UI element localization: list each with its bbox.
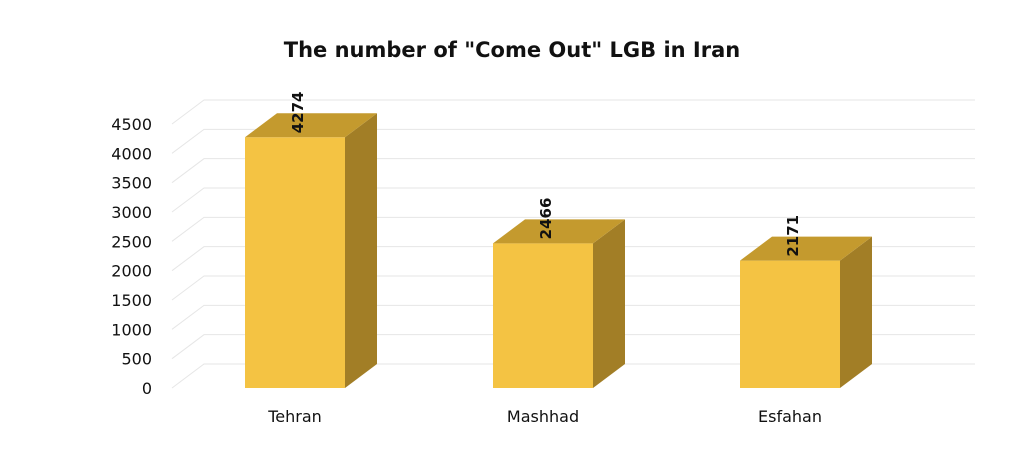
bar-side — [345, 113, 377, 388]
bar-front — [493, 243, 593, 388]
gridline — [171, 246, 975, 272]
gridline — [171, 128, 975, 154]
bar-front — [245, 137, 345, 388]
gridline — [171, 158, 975, 184]
data-labels: 4274 2466 2171 — [289, 92, 802, 257]
y-tick-label: 500 — [121, 350, 152, 369]
gridline — [171, 99, 975, 125]
bar-top — [493, 219, 625, 244]
gridline — [171, 363, 975, 389]
bar-top — [245, 113, 377, 138]
x-category-label: Mashhad — [507, 407, 579, 426]
gridlines — [171, 99, 975, 389]
gridline — [171, 304, 975, 330]
bar — [740, 236, 872, 388]
data-label: 2466 — [537, 198, 555, 240]
data-label: 4274 — [289, 92, 307, 134]
y-tick-label: 3500 — [111, 174, 152, 193]
x-category-label: Esfahan — [758, 407, 822, 426]
gridline — [171, 187, 975, 213]
bars — [245, 113, 872, 388]
y-tick-label: 4500 — [111, 115, 152, 134]
y-tick-label: 3000 — [111, 203, 152, 222]
gridline — [171, 216, 975, 242]
y-tick-label: 0 — [142, 379, 152, 398]
y-axis-ticks: 0 500 1000 1500 2000 2500 3000 3500 4000 4500 — [111, 115, 152, 398]
bar — [493, 219, 625, 388]
bar — [245, 113, 377, 388]
bar-front — [740, 260, 840, 388]
x-axis-categories: Tehran Mashhad Esfahan — [267, 407, 822, 426]
chart-title: The number of "Come Out" LGB in Iran — [283, 38, 741, 62]
gridline — [171, 334, 975, 360]
y-tick-label: 1000 — [111, 320, 152, 339]
y-tick-label: 1500 — [111, 291, 152, 310]
data-label: 2171 — [784, 215, 802, 257]
gridline — [171, 275, 975, 301]
y-tick-label: 4000 — [111, 144, 152, 163]
bar-side — [593, 219, 625, 388]
y-tick-label: 2000 — [111, 262, 152, 281]
x-category-label: Tehran — [267, 407, 322, 426]
bar-side — [840, 236, 872, 388]
bar-top — [740, 236, 872, 261]
y-tick-label: 2500 — [111, 232, 152, 251]
